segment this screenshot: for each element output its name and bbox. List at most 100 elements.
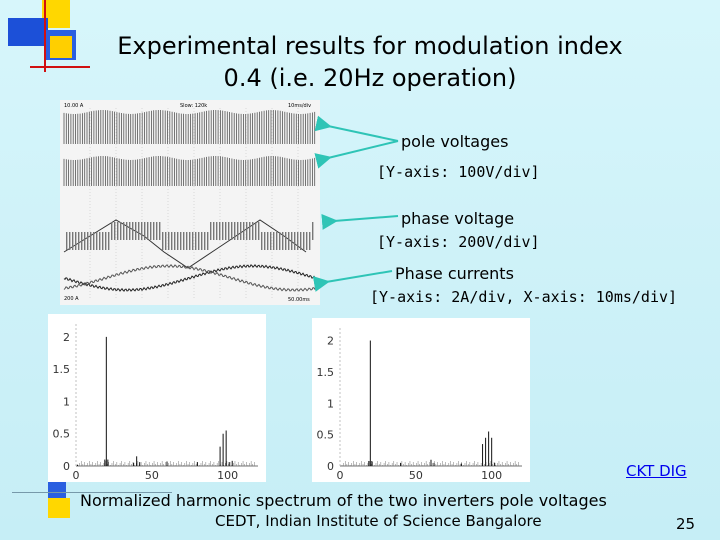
phase-voltage-pwm-mark xyxy=(114,222,116,240)
phase-voltage-pwm-mark xyxy=(300,232,302,250)
scope-header-mid: Slow: 120k xyxy=(180,103,207,109)
label-phase-currents: Phase currents xyxy=(395,264,514,283)
phase-voltage-pwm-mark xyxy=(81,232,83,250)
phase-voltage-pwm-mark xyxy=(309,232,311,250)
phase-voltage-pwm-mark xyxy=(213,222,215,240)
phase-current-trace xyxy=(63,264,317,292)
phase-voltage-pwm-mark xyxy=(168,232,170,250)
phase-voltage-pwm-mark xyxy=(306,232,308,250)
deco-block-bottom-blue xyxy=(48,482,66,498)
phase-voltage-pwm-mark xyxy=(105,232,107,250)
phase-voltage-pwm-mark xyxy=(129,222,131,240)
title-line-1: Experimental results for modulation inde… xyxy=(117,32,623,60)
phase-voltage-pwm-mark xyxy=(264,232,266,250)
oscilloscope-capture: 10.00 A Slow: 120k 10ms/div 200 A 50.00m… xyxy=(60,100,320,305)
spectrum-chart-2: 0 0.5 1 1.5 2 0 50 100 xyxy=(317,328,522,482)
deco-hline xyxy=(30,66,90,68)
deco-block-bottom-yellow xyxy=(48,498,70,518)
phase-voltage-pwm-mark xyxy=(297,232,299,250)
phase-voltage-pwm-mark xyxy=(195,232,197,250)
phase-voltage-trace xyxy=(63,219,307,269)
phase-voltage-pwm-mark xyxy=(159,222,161,240)
phase-voltage-pwm-mark xyxy=(267,232,269,250)
phase-voltage-pwm-mark xyxy=(75,232,77,250)
slide-caption: Normalized harmonic spectrum of the two … xyxy=(80,491,607,510)
phase-voltage-pwm-mark xyxy=(144,222,146,240)
oscilloscope-svg: 10.00 A Slow: 120k 10ms/div 200 A 50.00m… xyxy=(60,100,320,305)
phase-voltage-pwm-mark xyxy=(246,222,248,240)
scope-header-left: 10.00 A xyxy=(64,103,84,109)
x-tick-label: 50 xyxy=(409,469,423,482)
phase-voltage-pwm-mark xyxy=(78,232,80,250)
phase-voltage-pwm-mark xyxy=(99,232,101,250)
phase-voltage-pwm-mark xyxy=(243,222,245,240)
phase-voltage-pwm-mark xyxy=(288,232,290,250)
title-line-2: 0.4 (i.e. 20Hz operation) xyxy=(223,64,517,92)
phase-voltage-pwm-mark xyxy=(216,222,218,240)
phase-voltage-pwm-mark xyxy=(204,232,206,250)
label-phase-voltage: phase voltage xyxy=(401,209,515,228)
y-tick-label: 0 xyxy=(63,460,70,473)
scope-footer-right: 50.00ms xyxy=(288,297,310,303)
phase-voltage-pwm-mark xyxy=(234,222,236,240)
slide-title: Experimental results for modulation inde… xyxy=(100,30,640,94)
phase-voltage-pwm-mark xyxy=(231,222,233,240)
pole-voltage-trace xyxy=(63,110,316,144)
phase-voltage-pwm-mark xyxy=(84,232,86,250)
label-phase-currents-axis: [Y-axis: 2A/div, X-axis: 10ms/div] xyxy=(370,288,678,306)
phase-voltage-pwm-mark xyxy=(111,222,113,240)
phase-voltage-pwm-mark xyxy=(183,232,185,250)
y-tick-label: 1.5 xyxy=(317,366,335,379)
phase-voltage-pwm-mark xyxy=(102,232,104,250)
y-tick-label: 0.5 xyxy=(317,429,335,442)
label-pole-voltages: pole voltages xyxy=(401,132,509,151)
y-tick-label: 2 xyxy=(63,331,70,344)
y-tick-label: 2 xyxy=(327,335,334,348)
phase-voltage-pwm-mark xyxy=(117,222,119,240)
deco-vline xyxy=(44,0,46,72)
phase-voltage-pwm-mark xyxy=(198,232,200,250)
spectrum-chart-2-panel: 0 0.5 1 1.5 2 0 50 100 xyxy=(312,318,530,482)
phase-voltage-pwm-mark xyxy=(291,232,293,250)
phase-voltage-pwm-mark xyxy=(279,232,281,250)
phase-voltage-pwm-mark xyxy=(201,232,203,250)
phase-voltage-pwm-mark xyxy=(261,232,263,250)
phase-voltage-pwm-mark xyxy=(72,232,74,250)
phase-voltage-pwm-mark xyxy=(273,232,275,250)
y-tick-label: 1.5 xyxy=(53,363,71,376)
arrow-pole-voltages-1 xyxy=(314,115,399,142)
label-phase-voltage-axis: [Y-axis: 200V/div] xyxy=(377,233,540,251)
phase-voltage-pwm-mark xyxy=(228,222,230,240)
slide-footer: CEDT, Indian Institute of Science Bangal… xyxy=(215,512,542,530)
spectrum-chart-1: 0 0.5 1 1.5 2 0 50 100 xyxy=(53,324,258,482)
y-tick-label: 0.5 xyxy=(53,428,71,441)
phase-voltage-pwm-mark xyxy=(108,232,110,250)
pole-voltage-trace xyxy=(63,156,316,186)
phase-voltage-pwm-mark xyxy=(174,232,176,250)
phase-voltage-pwm-mark xyxy=(186,232,188,250)
x-tick-label: 50 xyxy=(145,469,159,482)
phase-voltage-pwm-mark xyxy=(120,222,122,240)
ckt-dig-link[interactable]: CKT DIG xyxy=(626,462,687,480)
phase-voltage-pwm-mark xyxy=(162,232,164,250)
phase-voltage-pwm-mark xyxy=(237,222,239,240)
phase-voltage-pwm-mark xyxy=(177,232,179,250)
phase-voltage-pwm-mark xyxy=(270,232,272,250)
phase-voltage-pwm-mark xyxy=(294,232,296,250)
phase-voltage-pwm-mark xyxy=(87,232,89,250)
y-tick-label: 0 xyxy=(327,460,334,473)
phase-voltage-pwm-mark xyxy=(276,232,278,250)
phase-voltage-pwm-mark xyxy=(138,222,140,240)
deco-bottom-line xyxy=(12,492,172,493)
arrow-phase-voltage xyxy=(321,213,399,230)
phase-voltage-pwm-mark xyxy=(192,232,194,250)
deco-block-blue-top xyxy=(8,18,48,46)
phase-voltage-pwm-mark xyxy=(171,232,173,250)
phase-voltage-pwm-mark xyxy=(69,232,71,250)
y-tick-label: 1 xyxy=(63,395,70,408)
spectrum-chart-1-panel: 0 0.5 1 1.5 2 0 50 100 xyxy=(48,314,266,482)
phase-current-trace xyxy=(63,263,317,292)
phase-voltage-pwm-mark xyxy=(312,222,314,240)
phase-voltage-pwm-mark xyxy=(249,222,251,240)
